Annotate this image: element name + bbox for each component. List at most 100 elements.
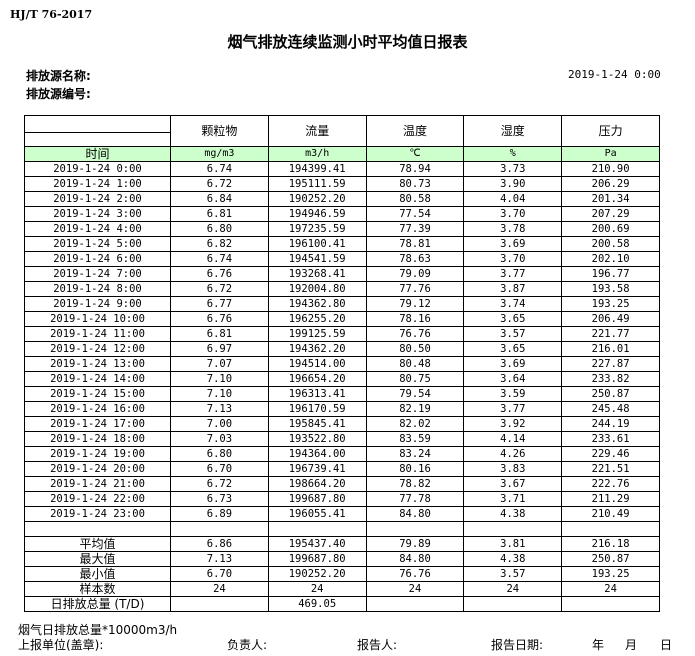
value-cell: 79.89 <box>365 536 465 552</box>
row-label: 2019-1-24 14:00 <box>24 371 171 387</box>
value-cell: 6.73 <box>170 491 269 507</box>
value-cell: 469.05 <box>267 596 367 612</box>
value-cell: 3.67 <box>463 476 563 492</box>
value-cell: 77.78 <box>365 491 465 507</box>
table-row: 2019-1-24 2:00 6.84 190252.20 80.58 4.04 201.… <box>24 191 660 207</box>
value-cell: 190252.20 <box>267 191 367 207</box>
page-title: 烟气排放连续监测小时平均值日报表 <box>227 33 468 51</box>
value-cell: 80.58 <box>365 191 465 207</box>
table-row: 2019-1-24 13:00 7.07 194514.00 80.48 3.69 227… <box>24 356 660 372</box>
table-row: 2019-1-24 7:00 6.76 193268.41 79.09 3.77 196.… <box>24 266 660 282</box>
value-cell: 3.70 <box>463 206 563 222</box>
value-cell: 250.87 <box>561 386 660 402</box>
value-cell: 193.25 <box>561 296 660 312</box>
value-cell: 196739.41 <box>267 461 367 477</box>
summary-row: 平均值 6.86 195437.40 79.89 3.81 216.18 <box>24 536 660 552</box>
value-cell: 78.81 <box>365 236 465 252</box>
time-header: 时间 <box>24 146 171 162</box>
row-label: 2019-1-24 22:00 <box>24 491 171 507</box>
col-header-humidity: 湿度 <box>463 115 563 147</box>
value-cell: 196654.20 <box>267 371 367 387</box>
value-cell <box>365 521 465 537</box>
value-cell: 198664.20 <box>267 476 367 492</box>
value-cell: 3.70 <box>463 251 563 267</box>
col-header-particulate: 颗粒物 <box>170 115 269 147</box>
value-cell: 4.26 <box>463 446 563 462</box>
reporting-unit-label: 上报单位(盖章): <box>18 638 104 652</box>
value-cell: 6.70 <box>170 461 269 477</box>
value-cell: 76.76 <box>365 566 465 582</box>
value-cell: 194946.59 <box>267 206 367 222</box>
value-cell: 202.10 <box>561 251 660 267</box>
value-cell: 7.07 <box>170 356 269 372</box>
value-cell: 6.76 <box>170 266 269 282</box>
value-cell: 216.18 <box>561 536 660 552</box>
value-cell: 77.39 <box>365 221 465 237</box>
value-cell: 80.75 <box>365 371 465 387</box>
row-label: 2019-1-24 7:00 <box>24 266 171 282</box>
value-cell: 82.19 <box>365 401 465 417</box>
value-cell: 210.49 <box>561 506 660 522</box>
value-cell <box>170 521 269 537</box>
value-cell: 7.10 <box>170 371 269 387</box>
row-label: 2019-1-24 4:00 <box>24 221 171 237</box>
value-cell: 7.10 <box>170 386 269 402</box>
value-cell <box>463 521 563 537</box>
day-label: 日 <box>660 638 673 652</box>
value-cell: 194364.00 <box>267 446 367 462</box>
value-cell: 6.70 <box>170 566 269 582</box>
value-cell: 197235.59 <box>267 221 367 237</box>
table-row: 2019-1-24 18:00 7.03 193522.80 83.59 4.14 233… <box>24 431 660 447</box>
table-row: 2019-1-24 3:00 6.81 194946.59 77.54 3.70 207.… <box>24 206 660 222</box>
row-label: 2019-1-24 15:00 <box>24 386 171 402</box>
value-cell: 6.81 <box>170 326 269 342</box>
value-cell: 3.90 <box>463 176 563 192</box>
value-cell <box>561 521 660 537</box>
value-cell: 3.77 <box>463 401 563 417</box>
standard-code: HJ/T 76-2017 <box>10 8 93 21</box>
value-cell: 78.16 <box>365 311 465 327</box>
value-cell: 3.65 <box>463 341 563 357</box>
value-cell: 4.14 <box>463 431 563 447</box>
value-cell: 194514.00 <box>267 356 367 372</box>
value-cell: 24 <box>170 581 269 597</box>
table-row: 2019-1-24 0:00 6.74 194399.41 78.94 3.73 210.… <box>24 161 660 177</box>
value-cell: 196255.20 <box>267 311 367 327</box>
col-header-pressure: 压力 <box>561 115 660 147</box>
value-cell: 80.50 <box>365 341 465 357</box>
value-cell: 3.69 <box>463 356 563 372</box>
row-label: 日排放总量 (T/D) <box>24 596 171 612</box>
value-cell: 6.81 <box>170 206 269 222</box>
value-cell: 4.04 <box>463 191 563 207</box>
units-row: 时间 mg/m3 m3/h ℃ % Pa <box>24 146 660 162</box>
row-label <box>24 521 171 537</box>
value-cell: 193.58 <box>561 281 660 297</box>
value-cell: 196170.59 <box>267 401 367 417</box>
value-cell: 4.38 <box>463 506 563 522</box>
value-cell: 79.12 <box>365 296 465 312</box>
row-label: 2019-1-24 21:00 <box>24 476 171 492</box>
value-cell: 190252.20 <box>267 566 367 582</box>
value-cell: 7.00 <box>170 416 269 432</box>
value-cell: 250.87 <box>561 551 660 567</box>
row-label: 2019-1-24 18:00 <box>24 431 171 447</box>
table-row: 2019-1-24 1:00 6.72 195111.59 80.73 3.90 206.… <box>24 176 660 192</box>
value-cell: 6.84 <box>170 191 269 207</box>
value-cell: 3.92 <box>463 416 563 432</box>
value-cell: 206.29 <box>561 176 660 192</box>
value-cell: 211.29 <box>561 491 660 507</box>
table-row: 2019-1-24 17:00 7.00 195845.41 82.02 3.92 244… <box>24 416 660 432</box>
header-corner <box>24 115 171 147</box>
summary-row: 样本数 24 24 24 24 24 <box>24 581 660 597</box>
row-label: 2019-1-24 16:00 <box>24 401 171 417</box>
table-row: 2019-1-24 15:00 7.10 196313.41 79.54 3.59 250… <box>24 386 660 402</box>
value-cell: 6.74 <box>170 161 269 177</box>
row-label: 2019-1-24 20:00 <box>24 461 171 477</box>
value-cell: 196100.41 <box>267 236 367 252</box>
value-cell: 195111.59 <box>267 176 367 192</box>
summary-row: 最大值 7.13 199687.80 84.80 4.38 250.87 <box>24 551 660 567</box>
report-datetime: 2019-1-24 0:00 <box>568 68 661 81</box>
value-cell: 80.73 <box>365 176 465 192</box>
unit-cell: Pa <box>561 146 660 162</box>
value-cell: 3.74 <box>463 296 563 312</box>
